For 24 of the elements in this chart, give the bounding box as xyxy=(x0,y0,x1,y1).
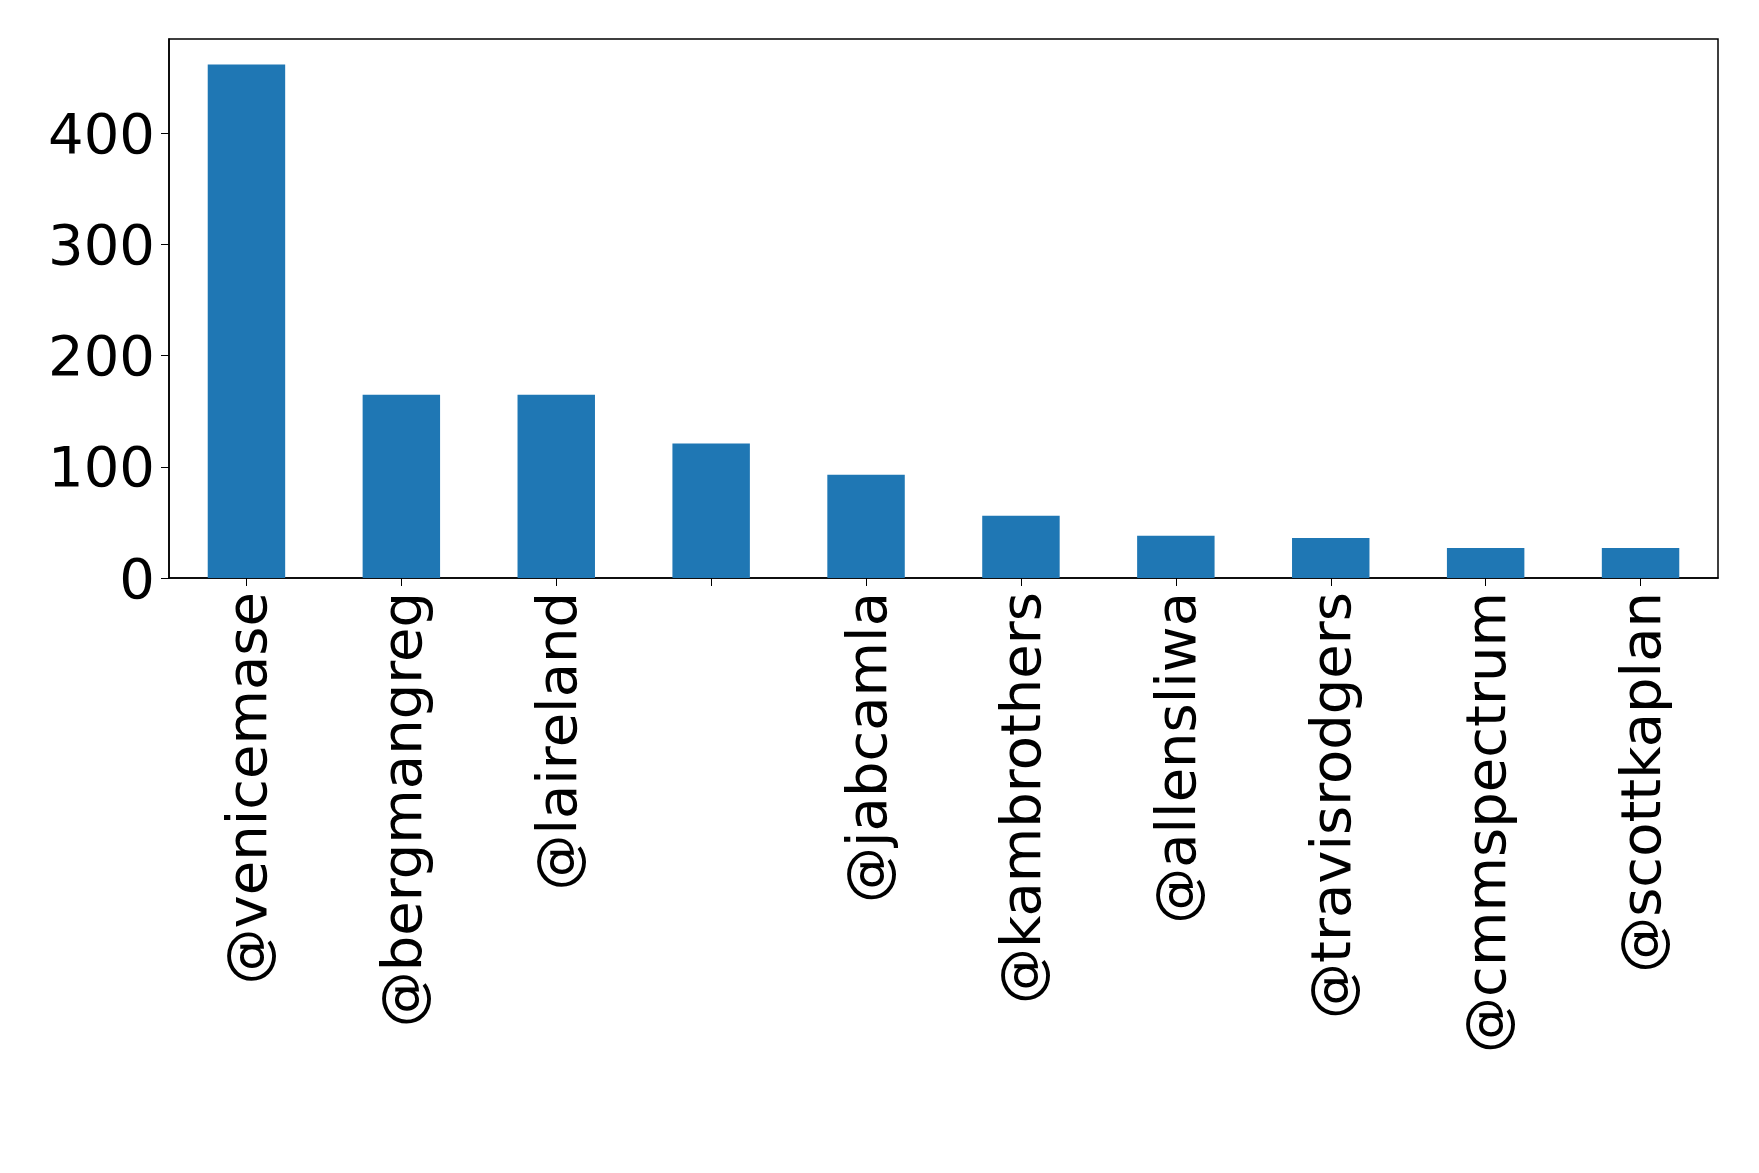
x-tick-label: @cmmspectrum xyxy=(1453,592,1519,1053)
y-tick-label: 0 xyxy=(119,545,155,611)
x-tick-label: @jabcamla xyxy=(833,592,899,903)
bar xyxy=(982,515,1060,578)
x-tick-label: @allensliwa xyxy=(1143,592,1209,924)
bar xyxy=(1137,535,1215,578)
bar xyxy=(1292,537,1370,578)
x-tick-label: @kambrothers xyxy=(988,592,1054,1005)
bar xyxy=(207,64,286,578)
bar xyxy=(517,394,595,578)
bar xyxy=(1601,547,1680,578)
bar xyxy=(362,394,441,578)
y-tick-label: 400 xyxy=(48,100,155,166)
x-tick-label: @laireland xyxy=(523,592,589,891)
x-tick-label: @scottkaplan xyxy=(1608,592,1674,973)
y-tick-label: 100 xyxy=(48,434,155,500)
x-tick-label: @bergmangreg xyxy=(368,592,434,1028)
y-tick-label: 300 xyxy=(48,212,155,278)
y-tick-label: 200 xyxy=(48,323,155,389)
x-tick-label: @travisrodgers xyxy=(1298,592,1364,1019)
bar xyxy=(1446,547,1525,578)
bar xyxy=(672,443,750,578)
bar xyxy=(827,474,905,578)
x-tick-label: @venicemase xyxy=(213,592,279,985)
